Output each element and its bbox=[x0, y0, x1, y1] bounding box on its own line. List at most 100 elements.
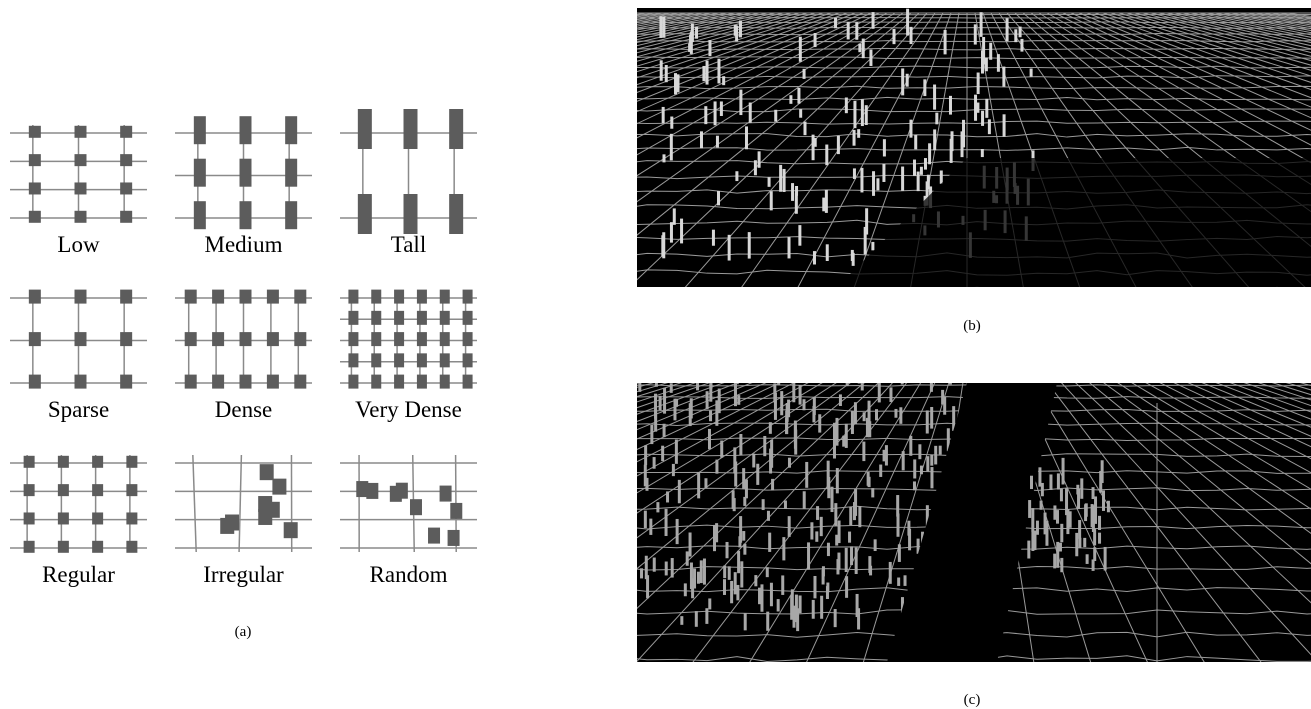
bar bbox=[901, 167, 904, 191]
bar bbox=[845, 424, 848, 448]
thumbnail-label: Regular bbox=[42, 562, 115, 587]
bar bbox=[944, 30, 947, 54]
thumbnail bbox=[340, 290, 477, 389]
bar bbox=[721, 363, 724, 383]
bar bbox=[882, 164, 885, 182]
caption: (a) bbox=[235, 624, 252, 640]
bar bbox=[449, 194, 463, 234]
bar bbox=[899, 407, 902, 424]
bar bbox=[743, 497, 746, 506]
bar bbox=[709, 411, 712, 422]
bar bbox=[803, 491, 806, 508]
bar bbox=[855, 548, 858, 574]
bar bbox=[810, 522, 813, 539]
bar bbox=[1030, 69, 1033, 77]
bar bbox=[896, 495, 899, 517]
bar bbox=[260, 464, 274, 480]
bar bbox=[644, 511, 647, 528]
bar bbox=[404, 109, 418, 149]
bar bbox=[754, 160, 757, 175]
bar bbox=[348, 375, 358, 389]
grid-line bbox=[0, 343, 721, 683]
bar bbox=[861, 99, 864, 126]
bar bbox=[924, 158, 927, 170]
bar bbox=[212, 290, 224, 304]
bar bbox=[865, 105, 868, 125]
bar bbox=[695, 611, 698, 627]
bar bbox=[120, 375, 132, 389]
bar bbox=[29, 154, 41, 166]
bar bbox=[894, 409, 897, 418]
bar bbox=[410, 499, 422, 515]
bar bbox=[1077, 489, 1080, 509]
bar bbox=[855, 22, 858, 40]
bar bbox=[58, 456, 69, 468]
bar bbox=[874, 539, 877, 551]
bar bbox=[673, 399, 676, 421]
bar bbox=[762, 499, 765, 510]
bar bbox=[673, 208, 676, 224]
bar bbox=[827, 543, 830, 556]
bar bbox=[872, 171, 875, 196]
bar bbox=[463, 290, 473, 304]
bar bbox=[951, 131, 954, 151]
bar bbox=[92, 456, 103, 468]
bar bbox=[933, 129, 936, 150]
bar bbox=[926, 410, 929, 433]
bar bbox=[836, 559, 839, 574]
bar bbox=[739, 434, 742, 455]
bar bbox=[394, 311, 404, 325]
bar bbox=[396, 483, 408, 499]
bar bbox=[702, 66, 705, 81]
bar bbox=[739, 20, 742, 37]
bar bbox=[463, 311, 473, 325]
thumbnail bbox=[175, 116, 312, 229]
bar bbox=[24, 484, 35, 496]
bar bbox=[720, 441, 723, 458]
bar bbox=[820, 596, 823, 619]
bar bbox=[961, 131, 964, 157]
bar bbox=[394, 375, 404, 389]
bar bbox=[1031, 508, 1034, 532]
bar bbox=[858, 506, 861, 527]
bar bbox=[671, 558, 674, 578]
bar bbox=[285, 201, 297, 229]
bar bbox=[1084, 504, 1087, 521]
bar bbox=[1020, 39, 1023, 52]
bar bbox=[869, 50, 872, 66]
panel-b-image bbox=[0, 8, 1311, 308]
bar bbox=[704, 106, 707, 124]
grid-line bbox=[0, 343, 697, 683]
bar bbox=[939, 446, 942, 455]
bar bbox=[784, 501, 787, 509]
bar bbox=[917, 172, 920, 192]
bar bbox=[440, 290, 450, 304]
bar bbox=[1049, 474, 1052, 490]
bar bbox=[659, 16, 662, 38]
bar bbox=[1078, 520, 1081, 539]
bar bbox=[638, 372, 641, 392]
bar bbox=[780, 391, 783, 415]
bar bbox=[1062, 458, 1065, 485]
bar bbox=[728, 235, 731, 261]
bar bbox=[756, 464, 759, 485]
bar bbox=[740, 561, 743, 587]
grid-line bbox=[0, 343, 689, 683]
bar bbox=[864, 227, 867, 255]
bar bbox=[935, 113, 938, 125]
bar bbox=[29, 332, 41, 346]
bar bbox=[875, 409, 878, 420]
bar bbox=[822, 570, 825, 585]
bar bbox=[857, 608, 860, 629]
bar bbox=[185, 290, 197, 304]
bar bbox=[716, 136, 719, 148]
bar bbox=[1014, 29, 1017, 42]
bar bbox=[974, 24, 977, 44]
bar bbox=[75, 182, 87, 194]
thumbnail-label: Sparse bbox=[48, 397, 109, 422]
bar bbox=[813, 576, 816, 598]
thumbnail-label: Very Dense bbox=[355, 397, 462, 422]
bar bbox=[29, 290, 41, 304]
bar bbox=[240, 201, 252, 229]
bar bbox=[770, 583, 773, 607]
